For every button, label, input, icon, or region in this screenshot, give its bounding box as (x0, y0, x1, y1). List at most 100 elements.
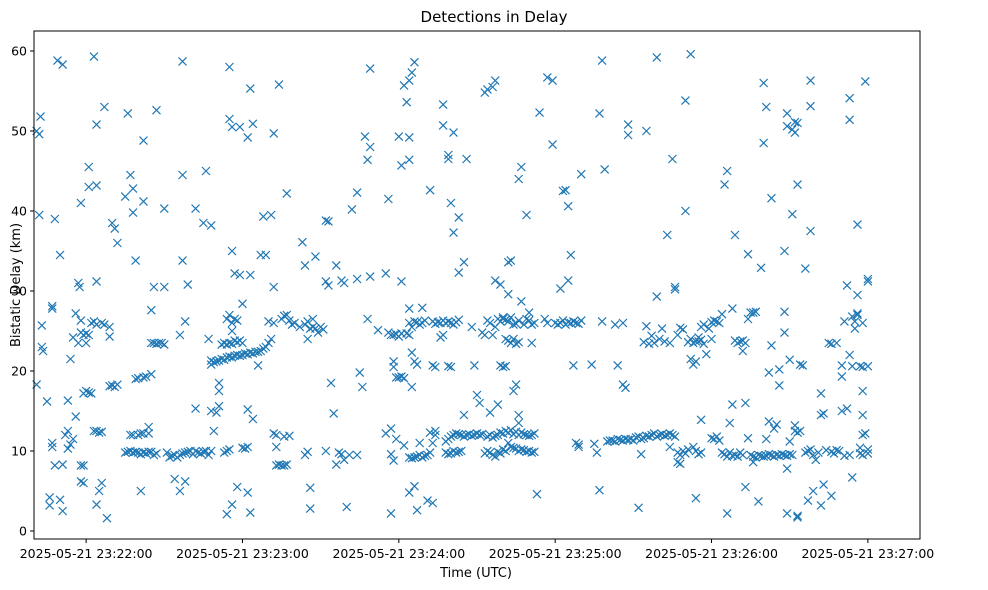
data-point (410, 481, 419, 491)
data-point (191, 204, 200, 214)
data-point (477, 429, 487, 439)
data-point (529, 428, 539, 438)
data-point (759, 78, 769, 88)
data-point (209, 426, 219, 436)
data-point (707, 433, 716, 443)
data-point (326, 378, 336, 388)
data-point (417, 303, 427, 313)
data-point (269, 318, 279, 328)
data-point (819, 480, 829, 490)
data-point (50, 460, 60, 470)
data-point (668, 154, 677, 164)
data-point (498, 444, 508, 454)
data-point (686, 334, 696, 344)
data-point (141, 448, 151, 458)
data-point (430, 430, 440, 440)
data-point (519, 320, 529, 330)
data-point (506, 442, 516, 452)
data-point (800, 448, 810, 458)
data-point (626, 434, 636, 444)
data-point (709, 316, 719, 326)
data-point (652, 432, 662, 442)
data-point (712, 316, 722, 326)
data-point (863, 276, 873, 286)
data-point (524, 308, 534, 318)
data-point (785, 436, 795, 446)
data-point (423, 496, 432, 506)
data-point (785, 355, 795, 365)
data-point (175, 450, 185, 460)
data-point (79, 478, 88, 488)
data-point (503, 316, 513, 326)
data-point (683, 444, 693, 454)
data-point (571, 318, 581, 328)
data-point (509, 443, 518, 453)
data-point (420, 316, 430, 326)
data-point (490, 276, 500, 286)
data-point (660, 431, 670, 441)
data-point (352, 188, 362, 198)
data-point (167, 451, 177, 461)
data-point (75, 282, 85, 292)
data-point (180, 316, 190, 326)
data-point (511, 380, 521, 390)
data-point (386, 424, 396, 434)
data-point (853, 290, 862, 300)
data-point (410, 57, 419, 67)
data-point (641, 321, 651, 331)
data-point (243, 488, 253, 498)
data-point (144, 428, 154, 438)
data-point (842, 280, 852, 290)
data-point (472, 390, 482, 400)
data-point (415, 438, 425, 448)
data-point (845, 350, 855, 360)
data-point (446, 362, 456, 372)
data-point (81, 386, 91, 396)
data-point (553, 320, 563, 330)
data-point (691, 336, 701, 346)
data-point (381, 268, 391, 278)
data-point (243, 404, 253, 414)
data-point (524, 431, 534, 441)
data-point (808, 486, 818, 496)
data-point (141, 372, 151, 382)
data-point (785, 449, 795, 459)
data-point (704, 324, 714, 334)
data-point (79, 460, 88, 470)
data-point (446, 198, 456, 208)
data-point (459, 410, 469, 420)
data-point (227, 246, 237, 256)
data-point (456, 446, 466, 456)
data-point (386, 508, 396, 518)
data-point (303, 447, 313, 457)
data-point (191, 404, 200, 414)
data-point (152, 448, 161, 458)
data-point (47, 442, 57, 452)
data-point (284, 431, 294, 441)
data-point (373, 325, 383, 335)
data-point (524, 316, 534, 326)
data-point (305, 483, 315, 493)
data-point (855, 361, 865, 371)
data-point (641, 126, 651, 136)
data-point (402, 97, 412, 107)
data-point (58, 506, 68, 516)
data-point (438, 120, 448, 130)
data-point (84, 162, 94, 172)
data-point (826, 491, 836, 501)
data-point (245, 84, 255, 94)
data-point (305, 504, 315, 514)
data-point (68, 434, 78, 444)
data-point (743, 249, 753, 259)
data-point (112, 380, 122, 390)
data-point (253, 360, 263, 370)
data-point (840, 316, 849, 326)
data-point (84, 330, 94, 340)
data-point (514, 418, 524, 428)
data-point (347, 204, 357, 214)
data-point (154, 338, 164, 348)
data-point (699, 339, 709, 349)
data-point (178, 170, 187, 180)
data-point (793, 511, 802, 521)
data-point (238, 299, 247, 309)
